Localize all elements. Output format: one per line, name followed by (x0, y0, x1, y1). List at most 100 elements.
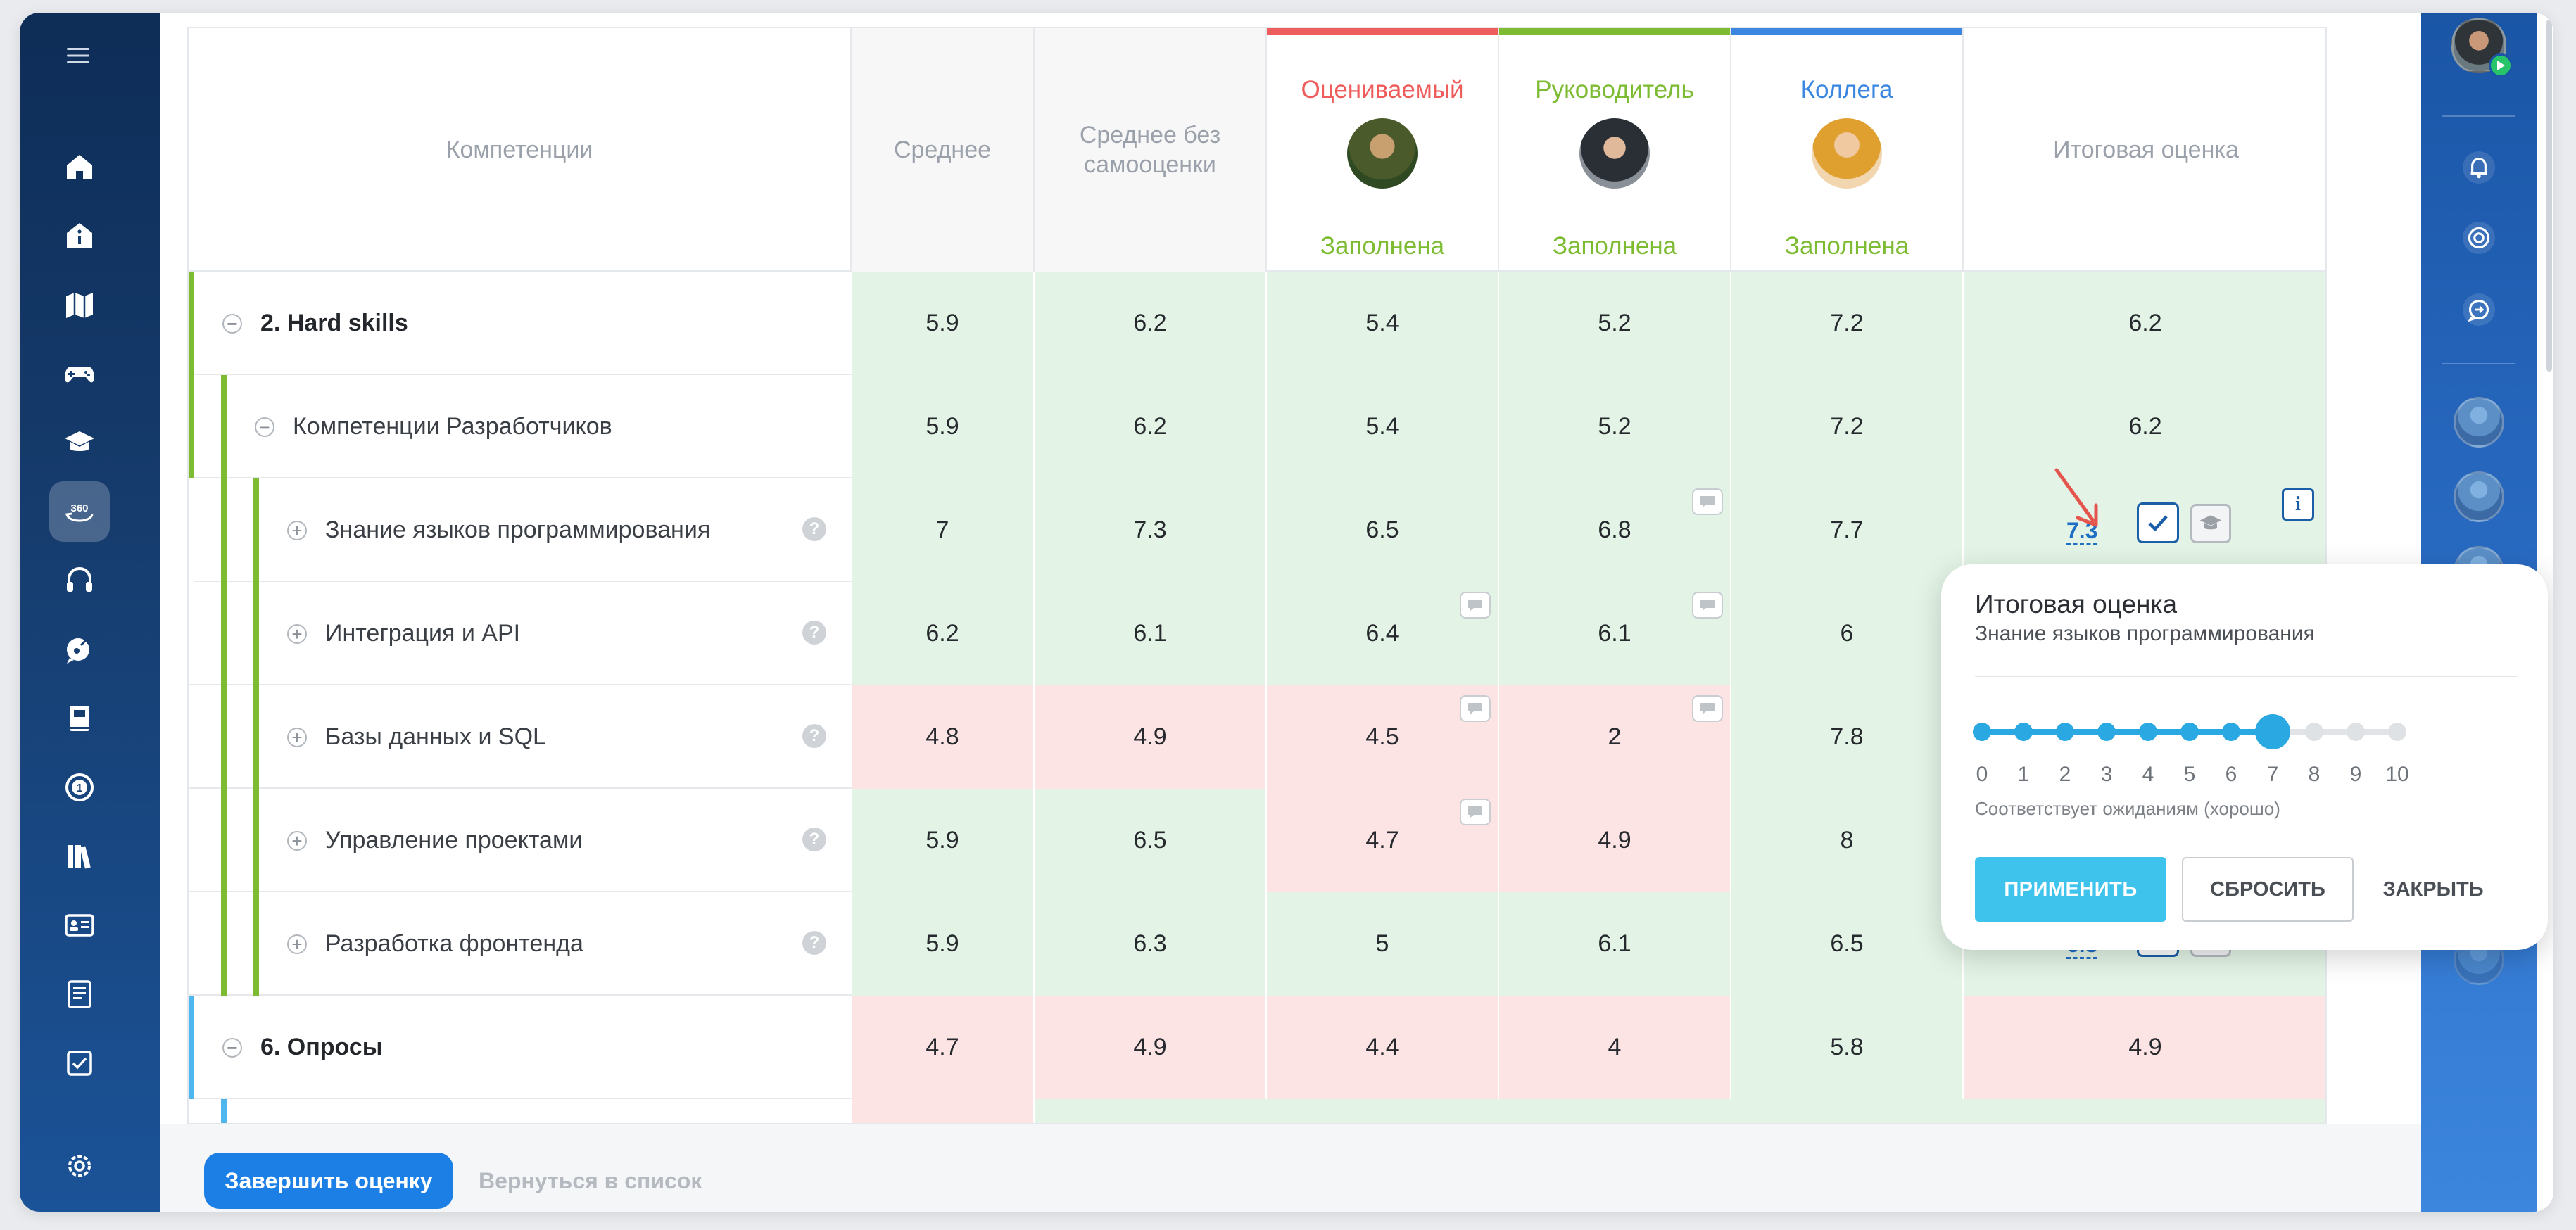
slider-step-dot[interactable] (2222, 723, 2240, 741)
rater-status: Заполнена (1784, 232, 1909, 260)
library-icon[interactable] (49, 826, 110, 887)
slider-step-dot[interactable] (2097, 723, 2116, 741)
avatar[interactable] (1579, 118, 1650, 189)
row-label[interactable]: −2. Hard skills (222, 272, 408, 375)
expand-icon[interactable]: + (287, 934, 307, 954)
avatar[interactable] (1812, 118, 1882, 189)
comment-icon[interactable] (1692, 695, 1723, 722)
rater-color-bar (1731, 28, 1962, 35)
cell-final: 6.2 (1964, 375, 2325, 478)
apply-button[interactable]: ПРИМЕНИТЬ (1975, 857, 2166, 922)
cell-average-no-self: 7.3 (1035, 478, 1267, 582)
help-icon[interactable]: ? (802, 517, 826, 541)
slider-step-dot[interactable] (2056, 723, 2074, 741)
collapse-icon[interactable]: − (222, 313, 242, 334)
comment-icon[interactable] (1692, 592, 1723, 619)
cell-manager: 4 (1499, 996, 1731, 1099)
row-label[interactable]: + Знание языков программирования (287, 478, 710, 582)
row-label[interactable]: + Разработка фронтенда (287, 892, 583, 996)
avatar[interactable] (2454, 397, 2504, 448)
avatar[interactable] (1347, 118, 1418, 189)
row-label-text: 6. Опросы (260, 1034, 383, 1060)
cell-average: 5.9 (852, 375, 1035, 478)
expand-icon[interactable]: + (287, 727, 307, 747)
book-icon[interactable] (49, 688, 110, 749)
header-average-no-self: Среднее без самооценки (1035, 28, 1267, 272)
cell-self: 5 (1267, 892, 1499, 996)
cell-average: 5.9 (852, 892, 1035, 996)
row-accent (221, 892, 227, 996)
final-score-popup: Итоговая оценка Знание языков программир… (1941, 564, 2548, 950)
cell-colleague: 7.7 (1731, 478, 1964, 582)
info-icon[interactable] (49, 205, 110, 266)
cell-colleague: 5.8 (1731, 996, 1964, 1099)
map-icon[interactable] (49, 274, 110, 335)
slider-step-dot[interactable] (2180, 723, 2199, 741)
slider-step-dot[interactable] (1973, 723, 1991, 741)
confirm-button[interactable] (2137, 502, 2179, 543)
expand-icon[interactable]: + (287, 623, 307, 644)
expand-icon[interactable]: + (287, 520, 307, 540)
cell-colleague: 7.8 (1731, 685, 1964, 789)
scrollbar[interactable] (2546, 20, 2552, 372)
row-accent (221, 789, 227, 892)
target-1-icon[interactable]: 1 (49, 757, 110, 818)
cell-manager: 6.1 (1499, 892, 1731, 996)
info-button[interactable]: i (2282, 488, 2314, 521)
cell-manager: 6.8 (1499, 478, 1731, 582)
comment-icon[interactable] (1460, 592, 1491, 619)
avatar[interactable] (2454, 471, 2504, 522)
360-review-icon[interactable]: 360 (49, 481, 110, 542)
score-slider-knob[interactable] (2255, 714, 2290, 749)
row-label[interactable]: −6. Опросы (222, 996, 383, 1099)
slider-step-dot[interactable] (2388, 723, 2406, 741)
slider-step-dot[interactable] (2305, 723, 2323, 741)
close-button[interactable]: ЗАКРЫТЬ (2382, 877, 2484, 901)
menu-icon[interactable] (52, 30, 104, 82)
settings-icon[interactable] (49, 1136, 110, 1196)
headset-icon[interactable] (49, 550, 110, 611)
row-accent (253, 892, 259, 996)
collapse-icon[interactable]: − (222, 1037, 242, 1058)
comment-icon[interactable] (1460, 695, 1491, 722)
id-card-icon[interactable] (49, 895, 110, 956)
chat-sync-icon[interactable] (2451, 281, 2507, 338)
slider-step-dot[interactable] (2139, 723, 2157, 741)
table-row-subgroup: − Компетенции Разработчиков 5.9 6.2 5.4 5… (189, 375, 2325, 478)
graduation-cap-icon[interactable] (49, 412, 110, 473)
slider-step-dot[interactable] (2347, 723, 2365, 741)
back-to-list-link[interactable]: Вернуться в список (479, 1167, 702, 1193)
help-icon[interactable]: ? (802, 621, 826, 645)
cell-manager: 5.2 (1499, 375, 1731, 478)
cell-average: 4.8 (852, 685, 1035, 789)
cell-self: 5.4 (1267, 375, 1499, 478)
radar-icon[interactable] (2451, 210, 2507, 266)
cell-average-no-self: 6.2 (1035, 375, 1267, 478)
reset-button[interactable]: СБРОСИТЬ (2182, 857, 2354, 922)
slider-step-dot[interactable] (2014, 723, 2033, 741)
comment-icon[interactable] (1460, 799, 1491, 825)
slider-step-label: 9 (2349, 763, 2362, 786)
cell-value: 4.7 (1365, 827, 1399, 854)
bell-icon[interactable] (2451, 139, 2507, 196)
help-icon[interactable]: ? (802, 724, 826, 748)
cell-colleague: 7.2 (1731, 272, 1964, 375)
checkbox-icon[interactable] (49, 1033, 110, 1093)
row-label[interactable]: − Компетенции Разработчиков (255, 375, 612, 478)
row-label[interactable]: + Интеграция и API (287, 582, 520, 685)
row-label[interactable]: + Базы данных и SQL (287, 685, 546, 789)
finish-evaluation-button[interactable]: Завершить оценку (204, 1153, 453, 1209)
help-icon[interactable]: ? (802, 931, 826, 955)
chat-wrench-icon[interactable] (49, 619, 110, 680)
slider-step-label: 0 (1976, 763, 1988, 786)
graduation-cap-button[interactable] (2190, 504, 2231, 543)
rater-status: Заполнена (1320, 232, 1445, 260)
expand-icon[interactable]: + (287, 830, 307, 851)
row-label[interactable]: + Управление проектами (287, 789, 582, 892)
gamepad-icon[interactable] (49, 343, 110, 404)
document-icon[interactable] (49, 964, 110, 1025)
home-icon[interactable] (49, 137, 110, 197)
comment-icon[interactable] (1692, 488, 1723, 515)
help-icon[interactable]: ? (802, 828, 826, 851)
collapse-icon[interactable]: − (255, 417, 274, 437)
